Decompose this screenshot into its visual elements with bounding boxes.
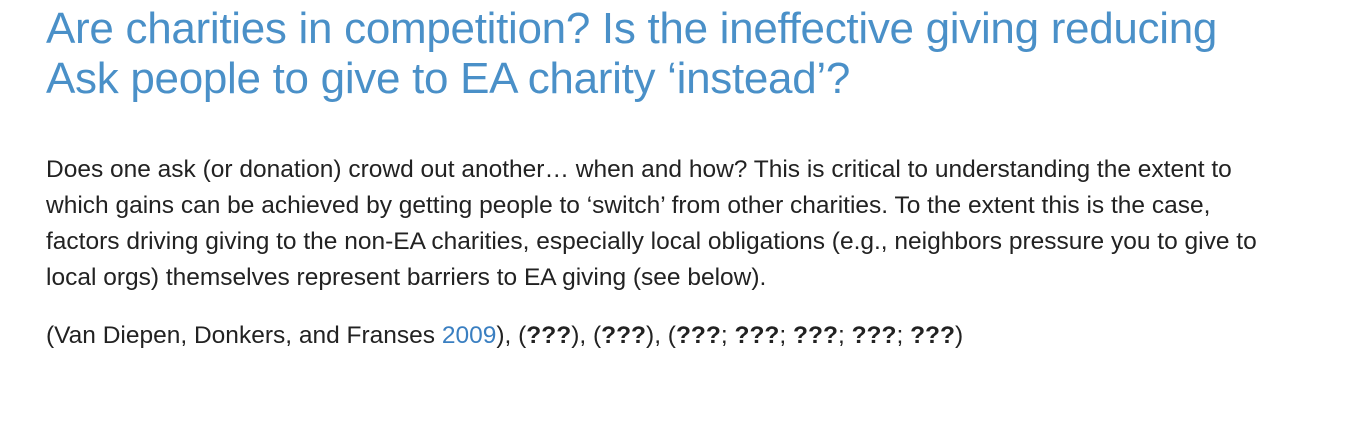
citation-separator: ), ( — [646, 322, 676, 349]
citation-separator: ; — [720, 322, 735, 349]
missing-citation[interactable]: ??? — [675, 322, 721, 349]
missing-citation[interactable]: ??? — [526, 322, 572, 349]
missing-citation[interactable]: ??? — [601, 322, 647, 349]
missing-citation[interactable]: ??? — [793, 322, 838, 349]
section-heading-line-1: Are charities in competition? Is the ine… — [46, 4, 1218, 53]
citation-paragraph: (Van Diepen, Donkers, and Franses 2009),… — [46, 318, 1348, 354]
citation-separator: ; — [779, 322, 794, 349]
missing-citation[interactable]: ??? — [910, 322, 955, 349]
page-content: Are charities in competition? Is the ine… — [46, 0, 1348, 354]
body-paragraph: Does one ask (or donation) crowd out ano… — [46, 156, 1257, 291]
citation-suffix: ) — [955, 322, 964, 349]
missing-citation[interactable]: ??? — [851, 322, 897, 349]
citation-separator: ; — [896, 322, 911, 349]
citation-year-link[interactable]: 2009 — [441, 322, 497, 349]
citation-separator: ), ( — [571, 322, 602, 349]
section-heading-line-2: Ask people to give to EA charity ‘instea… — [46, 54, 851, 103]
missing-citation[interactable]: ??? — [734, 322, 780, 349]
citation-prefix: (Van Diepen, Donkers, and Franses — [46, 322, 442, 349]
section-heading: Are charities in competition? Is the ine… — [46, 0, 1348, 104]
citation-separator: ), ( — [496, 322, 527, 349]
citation-separator: ; — [837, 322, 852, 349]
